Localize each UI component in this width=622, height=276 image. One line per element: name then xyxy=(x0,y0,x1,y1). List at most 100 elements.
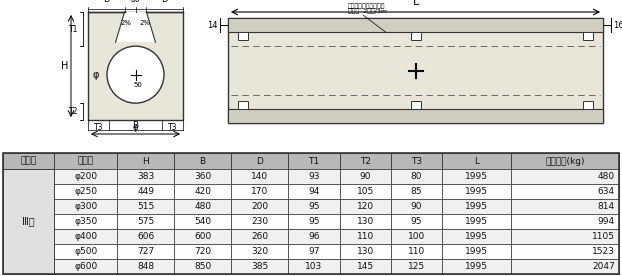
Text: 110: 110 xyxy=(408,247,425,256)
Text: B: B xyxy=(132,121,139,130)
Bar xyxy=(340,199,391,214)
Text: 排水性舗装対応の場合: 排水性舗装対応の場合 xyxy=(348,3,386,9)
Bar xyxy=(288,153,340,169)
Text: 600: 600 xyxy=(194,232,211,241)
Text: 125: 125 xyxy=(408,262,425,271)
Polygon shape xyxy=(116,12,156,42)
Bar xyxy=(340,153,391,169)
Bar xyxy=(3,153,619,274)
Text: 814: 814 xyxy=(598,202,615,211)
Text: 93: 93 xyxy=(308,172,320,181)
Bar xyxy=(3,169,54,274)
Text: 1105: 1105 xyxy=(592,232,615,241)
Text: 130: 130 xyxy=(356,247,374,256)
Bar xyxy=(231,184,288,199)
Bar xyxy=(340,169,391,184)
Text: φ600: φ600 xyxy=(74,262,97,271)
Text: 参考重量(kg): 参考重量(kg) xyxy=(545,156,585,166)
Bar xyxy=(442,169,511,184)
Bar xyxy=(117,153,174,169)
Text: T2: T2 xyxy=(68,107,78,116)
Bar xyxy=(391,184,442,199)
Bar xyxy=(442,259,511,274)
Text: 145: 145 xyxy=(356,262,374,271)
Bar xyxy=(442,153,511,169)
Bar xyxy=(231,214,288,229)
Bar xyxy=(117,199,174,214)
Text: T3: T3 xyxy=(411,156,422,166)
Text: 103: 103 xyxy=(305,262,322,271)
Bar xyxy=(442,184,511,199)
Bar xyxy=(238,101,248,109)
Text: 1995: 1995 xyxy=(465,247,488,256)
Text: 480: 480 xyxy=(598,172,615,181)
Bar xyxy=(238,32,248,40)
Text: 994: 994 xyxy=(598,217,615,226)
Text: φ500: φ500 xyxy=(74,247,97,256)
Text: 850: 850 xyxy=(194,262,211,271)
Text: T3: T3 xyxy=(168,123,177,131)
Text: 515: 515 xyxy=(137,202,154,211)
Text: 848: 848 xyxy=(137,262,154,271)
Bar xyxy=(391,199,442,214)
Bar xyxy=(511,244,619,259)
Bar xyxy=(174,184,231,199)
Bar xyxy=(340,244,391,259)
Bar xyxy=(54,184,117,199)
Bar xyxy=(117,259,174,274)
Bar xyxy=(288,229,340,244)
Bar xyxy=(117,244,174,259)
Bar xyxy=(231,244,288,259)
Text: 1995: 1995 xyxy=(465,232,488,241)
Bar xyxy=(3,184,54,199)
Bar xyxy=(174,153,231,169)
Bar xyxy=(231,199,288,214)
Text: 94: 94 xyxy=(308,187,320,196)
Text: 95: 95 xyxy=(411,217,422,226)
Text: 383: 383 xyxy=(137,172,154,181)
Bar xyxy=(583,32,593,40)
Bar xyxy=(231,169,288,184)
Text: 90: 90 xyxy=(411,202,422,211)
Bar xyxy=(411,101,420,109)
Text: 2047: 2047 xyxy=(592,262,615,271)
Bar xyxy=(3,244,54,259)
Bar xyxy=(391,259,442,274)
Bar xyxy=(174,244,231,259)
Text: 634: 634 xyxy=(598,187,615,196)
Text: 260: 260 xyxy=(251,232,268,241)
Bar xyxy=(340,259,391,274)
Text: 420: 420 xyxy=(194,187,211,196)
Bar xyxy=(174,229,231,244)
Text: φ: φ xyxy=(93,70,100,80)
Text: 727: 727 xyxy=(137,247,154,256)
Bar xyxy=(391,153,442,169)
Bar xyxy=(288,244,340,259)
Bar xyxy=(511,214,619,229)
Bar xyxy=(54,229,117,244)
Text: H: H xyxy=(142,156,149,166)
Bar xyxy=(442,244,511,259)
Text: 95: 95 xyxy=(308,217,320,226)
Text: 130: 130 xyxy=(356,217,374,226)
Text: 95: 95 xyxy=(308,202,320,211)
Bar xyxy=(174,169,231,184)
Text: φ: φ xyxy=(132,123,138,131)
Bar xyxy=(442,229,511,244)
Bar xyxy=(288,199,340,214)
Text: T2: T2 xyxy=(360,156,371,166)
Text: 140: 140 xyxy=(251,172,268,181)
Bar xyxy=(54,169,117,184)
Text: 480: 480 xyxy=(194,202,211,211)
Text: D: D xyxy=(103,0,109,4)
Text: D: D xyxy=(162,0,168,4)
Text: 97: 97 xyxy=(308,247,320,256)
Bar xyxy=(231,153,288,169)
Bar xyxy=(54,214,117,229)
Bar xyxy=(174,214,231,229)
Bar xyxy=(340,229,391,244)
Text: 50: 50 xyxy=(133,82,142,88)
Text: 449: 449 xyxy=(137,187,154,196)
Bar xyxy=(288,184,340,199)
Text: 14: 14 xyxy=(208,20,218,30)
